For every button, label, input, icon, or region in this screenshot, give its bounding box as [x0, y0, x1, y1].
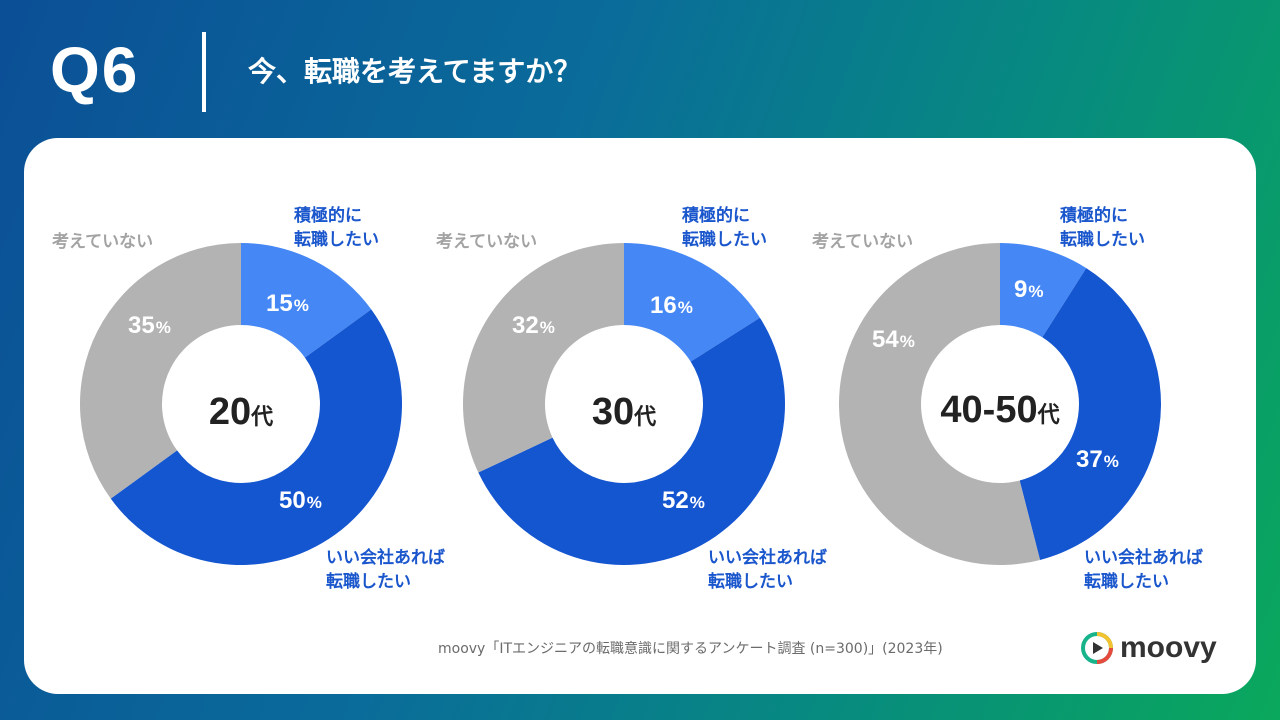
slice-good-company-3: [1019, 268, 1161, 560]
center-label-1: 20代: [208, 391, 274, 433]
pct-active-1: 15%: [266, 290, 309, 317]
slice-active-1: [241, 243, 372, 358]
legend-not-considering-2: 考えていない: [436, 232, 538, 252]
slice-not-considering-2: [462, 243, 624, 473]
center-label-3: 40-50代: [940, 389, 1060, 431]
question-number: Q6: [50, 34, 140, 106]
slice-good-company-1: [110, 309, 403, 565]
chart-card: 考えていない 積極的に 転職したい いい会社あれば 転職したい 15% 50% 35…: [24, 138, 1256, 694]
logo-text: moovy: [1120, 631, 1217, 664]
center-label-2: 30代: [591, 391, 657, 433]
legend-good-company-1: いい会社あれば 転職したい: [326, 548, 445, 592]
legend-active-2: 積極的に 転職したい: [682, 206, 767, 250]
source-citation: moovy「ITエンジニアの転職意識に関するアンケート調査 (n=300)」(2…: [438, 641, 943, 657]
legend-good-company-3: いい会社あれば 転職したい: [1084, 548, 1203, 592]
question-title: 今、転職を考えてますか？: [248, 55, 582, 88]
legend-not-considering-3: 考えていない: [812, 232, 914, 252]
slice-active-2: [624, 243, 760, 362]
pct-active-3: 9%: [1014, 276, 1044, 303]
pct-good-company-1: 50%: [279, 487, 322, 514]
legend-active-3: 積極的に 転職したい: [1060, 206, 1145, 250]
header-divider: [202, 32, 206, 112]
pct-not-considering-2: 32%: [512, 312, 555, 339]
legend-active-1: 積極的に 転職したい: [294, 206, 379, 250]
pct-active-2: 16%: [650, 292, 693, 319]
legend-not-considering-1: 考えていない: [52, 232, 154, 252]
pct-good-company-3: 37%: [1076, 446, 1119, 473]
donut-charts: [79, 243, 1161, 566]
legend-good-company-2: いい会社あれば 転職したい: [708, 548, 827, 592]
pct-not-considering-3: 54%: [872, 326, 915, 353]
slice-good-company-2: [478, 317, 785, 566]
slice-not-considering-3: [838, 243, 1041, 565]
slice-not-considering-1: [79, 243, 241, 499]
pct-not-considering-1: 35%: [128, 312, 171, 339]
play-icon: [1081, 632, 1113, 664]
pct-good-company-2: 52%: [662, 487, 705, 514]
slice-active-3: [1000, 243, 1087, 338]
